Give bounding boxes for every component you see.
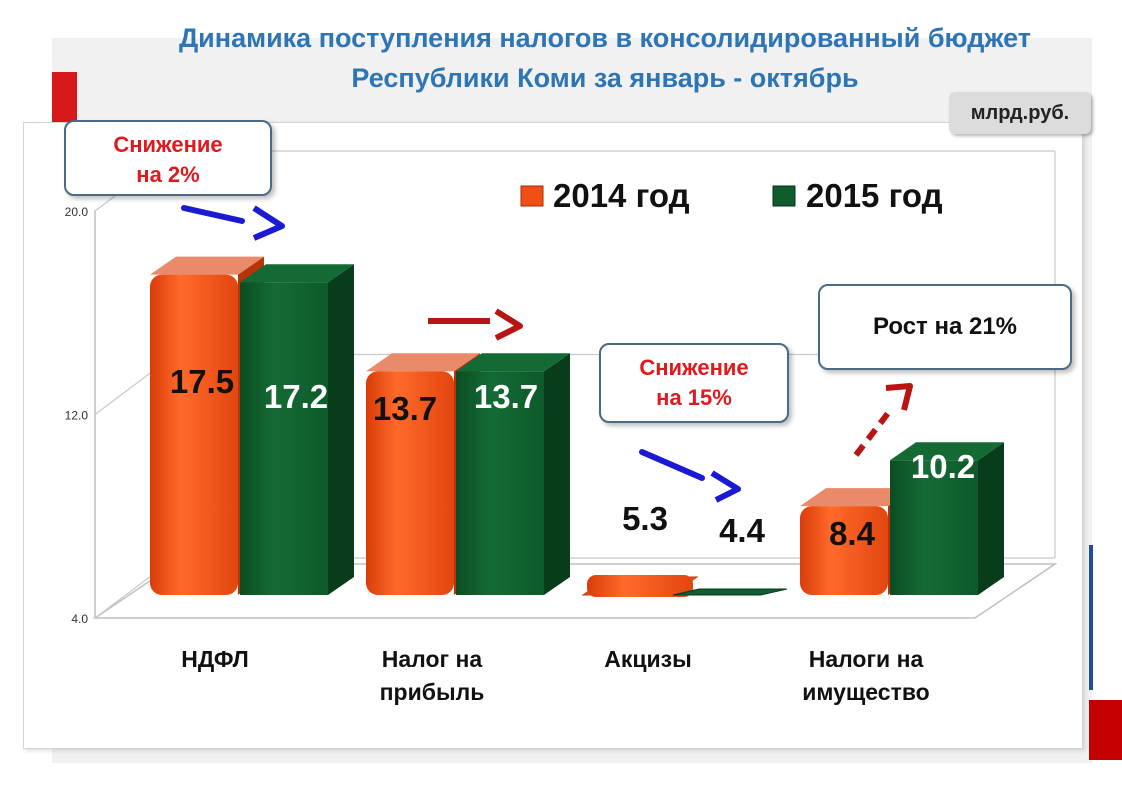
bar-side xyxy=(978,442,1004,595)
bar-front xyxy=(240,282,328,595)
callout-excise-line2: на 15% xyxy=(656,385,732,410)
title-line-2: Республики Коми за январь - октябрь xyxy=(351,63,859,93)
chart-labels: 4.0 12.0 20.0 17.5 13.7 5.3 8.4 17.2 13.7 4.4 10.2… xyxy=(65,177,975,705)
arrow-property xyxy=(853,406,895,457)
arrow-excise xyxy=(639,449,705,481)
bar-top xyxy=(456,353,570,372)
blue-accent-right xyxy=(1089,545,1093,690)
bar-top xyxy=(240,264,354,283)
bar-top xyxy=(366,353,480,372)
bar-1-series-1 xyxy=(456,353,570,595)
legend-label-2014: 2014 год xyxy=(553,177,690,214)
legend: 2014 год 2015 год xyxy=(520,177,943,214)
legend-swatch-2015 xyxy=(772,185,796,207)
bar-0-series-1 xyxy=(240,264,354,595)
category-label-line2: имущество xyxy=(802,679,929,705)
arrow-ndfl-head xyxy=(252,205,285,241)
data-label: 5.3 xyxy=(622,500,668,537)
arrow-ndfl xyxy=(181,205,245,224)
bar-front xyxy=(366,371,454,595)
chart-arrows xyxy=(181,205,913,503)
bar-top xyxy=(800,488,914,507)
data-label: 8.4 xyxy=(829,515,876,552)
title-line-1: Динамика поступления налогов в консолиди… xyxy=(178,23,1032,53)
data-label: 17.5 xyxy=(170,363,234,400)
data-label: 17.2 xyxy=(264,378,328,415)
data-label: 10.2 xyxy=(911,448,975,485)
category-label-line1: Акцизы xyxy=(604,646,691,672)
unit-badge: млрд.руб. xyxy=(949,92,1091,134)
red-accent-right xyxy=(1089,700,1122,760)
y-tick-label: 12.0 xyxy=(65,409,89,423)
category-label-line1: Налог на xyxy=(382,646,483,672)
bar-slab-body xyxy=(587,575,693,597)
callout-ndfl-line2: на 2% xyxy=(136,162,200,187)
arrow-excise-head xyxy=(710,470,741,503)
bar-2-series-0 xyxy=(581,575,699,597)
bar-top xyxy=(890,442,1004,461)
category-label-line1: Налоги на xyxy=(809,646,924,672)
legend-label-2015: 2015 год xyxy=(806,177,943,214)
bar-side xyxy=(544,353,570,595)
data-label: 13.7 xyxy=(474,378,538,415)
bar-3-series-1 xyxy=(890,442,1004,595)
red-accent-left xyxy=(52,72,77,122)
bar-top xyxy=(150,256,264,275)
bar-front xyxy=(890,460,978,595)
chart-bars xyxy=(150,256,1004,597)
legend-swatch-2014 xyxy=(520,185,544,207)
data-label: 4.4 xyxy=(719,512,766,549)
callout-ndfl-line1: Снижение xyxy=(113,132,223,157)
bar-2-series-1 xyxy=(672,588,788,596)
bar-side xyxy=(328,264,354,595)
bar-front xyxy=(150,274,238,595)
bar-front xyxy=(800,506,888,595)
callout-excise-line1: Снижение xyxy=(639,355,749,380)
bar-slab xyxy=(672,588,788,596)
callout-ndfl-decrease: Снижение на 2% xyxy=(64,120,272,196)
y-tick-label: 4.0 xyxy=(71,612,88,626)
category-label-line2: прибыль xyxy=(380,679,485,705)
data-label: 13.7 xyxy=(373,390,437,427)
y-tick-label: 20.0 xyxy=(65,205,89,219)
arrow-property-head xyxy=(885,383,913,411)
callout-excise-decrease: Снижение на 15% xyxy=(599,343,789,423)
category-label-line1: НДФЛ xyxy=(181,646,249,672)
bar-front xyxy=(456,371,544,595)
arrow-profit-head xyxy=(494,308,523,341)
callout-property-increase: Рост на 21% xyxy=(818,284,1072,370)
page-title: Динамика поступления налогов в консолиди… xyxy=(90,18,1120,98)
callout-property-text: Рост на 21% xyxy=(872,313,1018,340)
